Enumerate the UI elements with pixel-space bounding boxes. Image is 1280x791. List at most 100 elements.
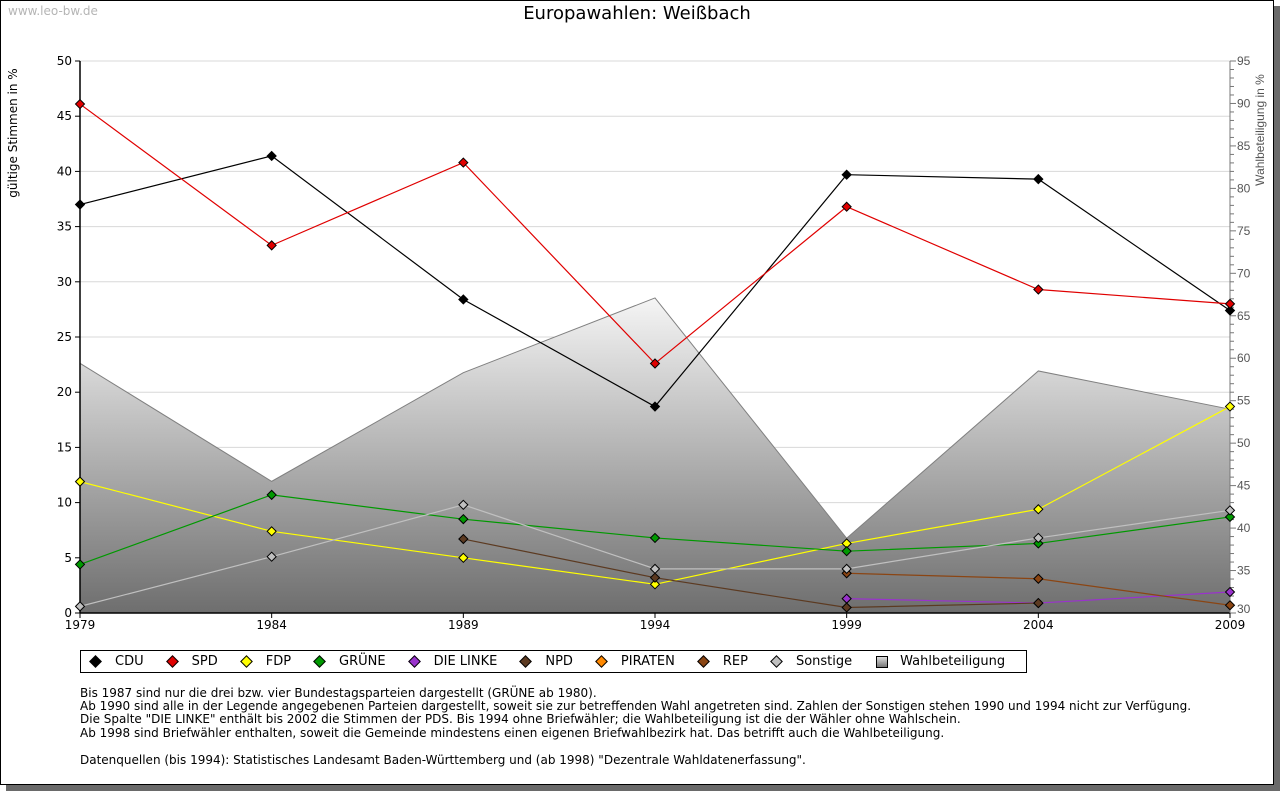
- y2-tick-label: 90: [1237, 96, 1251, 110]
- y-tick-label: 20: [57, 385, 72, 399]
- data-point: [266, 150, 277, 162]
- y2-tick-label: 95: [1237, 54, 1251, 68]
- axes: 0 5 10 15 20 25 30 35 40 45 50 30 35 40 45 50 55 60 65 70 75…: [57, 54, 1251, 632]
- y-tick-label: 30: [57, 275, 72, 289]
- legend: CDU SPD FDP GRÜNE DIE LINKE NPD PIRATEN REP Sons…: [80, 650, 1027, 673]
- series-markers: [74, 98, 1236, 613]
- data-point: [649, 358, 661, 369]
- data-point: [1224, 511, 1236, 523]
- data-point: [458, 499, 469, 511]
- data-point: [74, 98, 86, 110]
- legend-label: Wahlbeteiligung: [900, 654, 1006, 669]
- data-point: [1033, 597, 1044, 609]
- x-tick-label: 1979: [65, 618, 96, 632]
- legend-diamond-icon: [407, 655, 421, 668]
- data-point: [458, 552, 469, 564]
- y2-tick-label: 85: [1237, 139, 1251, 153]
- y-tick-label: 0: [64, 606, 72, 620]
- legend-label: SPD: [191, 654, 218, 669]
- chart-title: Europawahlen: Weißbach: [523, 3, 751, 24]
- data-point: [649, 563, 661, 575]
- footnote-line: Die Spalte "DIE LINKE" enthält bis 2002 …: [80, 712, 961, 727]
- data-point: [1224, 505, 1236, 516]
- legend-item: DIE LINKE: [407, 654, 497, 669]
- legend-label: FDP: [265, 654, 292, 669]
- legend-label: GRÜNE: [339, 654, 386, 669]
- data-point: [841, 169, 852, 180]
- data-point: [458, 157, 469, 168]
- legend-label: NPD: [545, 654, 573, 669]
- y2-tick-label: 50: [1237, 436, 1251, 450]
- y-tick-label: 35: [57, 220, 72, 234]
- y-tick-label: 45: [57, 109, 72, 123]
- footnote-line: Bis 1987 sind nur die drei bzw. vier Bun…: [80, 686, 597, 700]
- data-point: [841, 563, 852, 575]
- legend-diamond-icon: [595, 655, 608, 668]
- data-point: [1033, 532, 1044, 544]
- data-point: [649, 532, 661, 544]
- legend-item: FDP: [239, 654, 292, 669]
- y-axis-label: gültige Stimmen in %: [6, 68, 20, 197]
- legend-label: CDU: [115, 654, 144, 669]
- data-point: [74, 199, 86, 210]
- data-point: [1033, 504, 1044, 515]
- y2-tick-label: 60: [1237, 351, 1251, 365]
- x-tick-label: 1999: [831, 618, 862, 632]
- data-point: [1224, 305, 1236, 316]
- y-tick-label: 25: [57, 330, 72, 344]
- data-point: [458, 513, 469, 525]
- legend-label: PIRATEN: [620, 654, 675, 669]
- data-point: [1033, 538, 1044, 549]
- data-point: [1224, 401, 1236, 412]
- y2-tick-label: 40: [1237, 521, 1251, 535]
- y2-tick-label: 30: [1237, 602, 1251, 616]
- legend-item: REP: [697, 654, 748, 669]
- turnout-area-fill: [80, 297, 1230, 613]
- data-point: [841, 545, 852, 557]
- data-point: [841, 201, 852, 212]
- data-point: [1033, 284, 1044, 295]
- legend-diamond-icon: [89, 655, 102, 668]
- legend-item: GRÜNE: [313, 654, 386, 669]
- y2-tick-label: 70: [1237, 266, 1251, 280]
- footnote-line: Ab 1998 sind Briefwähler enthalten, sowe…: [80, 725, 945, 740]
- legend-item: PIRATEN: [595, 654, 675, 669]
- turnout-area-line: [79, 297, 1231, 539]
- y-tick-label: 40: [57, 164, 72, 178]
- x-tick-label: 2009: [1215, 618, 1246, 632]
- data-point: [74, 559, 86, 570]
- y2-tick-label: 55: [1237, 394, 1251, 408]
- legend-item: Wahlbeteiligung: [876, 654, 1005, 669]
- footnotes: Bis 1987 sind nur die drei bzw. vier Bun…: [80, 686, 1191, 740]
- data-point: [649, 579, 661, 590]
- data-point: [74, 601, 86, 612]
- frame-shadow: [6, 785, 1280, 791]
- series-line-npd: [463, 538, 1039, 609]
- data-point: [74, 476, 86, 487]
- data-point: [266, 240, 277, 251]
- y-tick-label: 15: [57, 440, 72, 454]
- legend-item: NPD: [519, 654, 573, 669]
- data-source-note: Datenquellen (bis 1994): Statistisches L…: [80, 753, 806, 767]
- legend-diamond-icon: [239, 655, 253, 668]
- chart-svg: 0 5 10 15 20 25 30 35 40 45 50 30 35 40 45 50 55 60 65 70 75…: [6, 54, 1267, 632]
- y2-tick-label: 65: [1237, 309, 1251, 323]
- y-tick-label: 50: [57, 54, 72, 68]
- y2-tick-label: 75: [1237, 224, 1251, 238]
- legend-label: Sonstige: [795, 654, 853, 669]
- legend-item: CDU: [89, 654, 144, 669]
- legend-diamond-icon: [519, 655, 533, 668]
- x-tick-label: 1989: [448, 618, 479, 632]
- frame-shadow: [1274, 6, 1280, 791]
- turnout-area: [79, 297, 1231, 613]
- legend-item: Sonstige: [770, 654, 853, 669]
- legend-diamond-icon: [770, 655, 783, 668]
- y-tick-label: 5: [64, 551, 72, 565]
- data-point: [1033, 173, 1044, 185]
- data-point: [1224, 586, 1236, 598]
- legend-label: REP: [722, 654, 748, 669]
- y2-axis-label: Wahlbeteiligung in %: [1253, 74, 1267, 186]
- x-tick-label: 2004: [1023, 618, 1054, 632]
- data-point: [649, 572, 661, 583]
- data-point: [266, 551, 277, 562]
